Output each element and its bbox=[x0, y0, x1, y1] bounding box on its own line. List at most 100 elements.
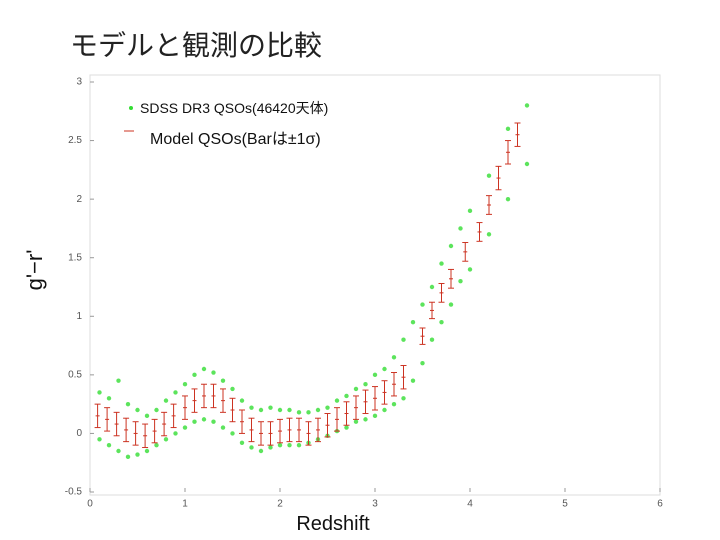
x-tick-label: 4 bbox=[467, 499, 473, 510]
data-point bbox=[201, 366, 207, 372]
data-point bbox=[524, 103, 530, 108]
data-point bbox=[173, 431, 178, 436]
x-tick-label: 1 bbox=[182, 499, 188, 510]
error-bar bbox=[182, 395, 188, 420]
error-bar bbox=[258, 421, 264, 446]
data-point bbox=[277, 407, 283, 413]
data-point bbox=[192, 372, 197, 378]
data-point bbox=[439, 319, 444, 325]
error-bar bbox=[277, 418, 283, 444]
data-point bbox=[458, 226, 463, 231]
y-tick-label: 2.5 bbox=[68, 135, 82, 146]
error-bar bbox=[220, 388, 226, 413]
error-bar bbox=[381, 380, 388, 405]
data-point bbox=[135, 452, 140, 457]
data-point bbox=[325, 405, 330, 410]
legend-label: Model QSOs(Barは±1σ) bbox=[150, 131, 321, 148]
data-point bbox=[420, 360, 425, 366]
error-bar bbox=[267, 421, 274, 446]
error-bar bbox=[113, 411, 120, 437]
error-bar bbox=[448, 268, 454, 289]
error-bar bbox=[372, 386, 378, 411]
error-bar bbox=[476, 222, 483, 242]
error-bar bbox=[170, 403, 177, 429]
x-axis-label: Redshift bbox=[296, 513, 370, 535]
data-point bbox=[106, 396, 112, 401]
data-point bbox=[154, 442, 159, 448]
data-point bbox=[163, 437, 169, 442]
error-bar bbox=[142, 423, 149, 448]
data-point bbox=[220, 425, 226, 430]
error-bar bbox=[391, 372, 397, 397]
data-point bbox=[448, 243, 454, 249]
data-point bbox=[296, 410, 302, 415]
error-bar bbox=[94, 403, 101, 429]
x-tick-label: 2 bbox=[277, 499, 283, 510]
y-tick-label: 0 bbox=[76, 428, 82, 439]
data-point bbox=[249, 405, 254, 410]
error-bar bbox=[286, 417, 293, 443]
data-point bbox=[505, 126, 511, 132]
data-point bbox=[315, 407, 321, 413]
data-point bbox=[448, 302, 454, 307]
error-bar bbox=[229, 397, 236, 423]
data-point bbox=[125, 454, 131, 460]
legend-marker bbox=[129, 106, 133, 110]
error-bar bbox=[324, 413, 331, 438]
data-point bbox=[306, 410, 311, 415]
data-point bbox=[258, 407, 264, 413]
data-point bbox=[125, 401, 131, 407]
error-bar bbox=[419, 327, 426, 345]
data-point bbox=[97, 437, 102, 442]
data-point bbox=[353, 419, 359, 424]
data-point bbox=[192, 419, 197, 424]
error-bar bbox=[104, 407, 111, 432]
data-point bbox=[268, 445, 273, 450]
error-bar bbox=[438, 282, 445, 303]
error-bar bbox=[315, 417, 321, 443]
slide-title: モデルと観測の比較 bbox=[70, 29, 322, 62]
data-point bbox=[239, 398, 245, 403]
error-bar bbox=[334, 407, 340, 432]
data-point bbox=[344, 393, 349, 399]
error-bar bbox=[132, 421, 139, 446]
y-tick-label: 0.5 bbox=[68, 369, 82, 380]
error-bar bbox=[201, 383, 207, 409]
error-bar bbox=[305, 421, 312, 446]
data-point bbox=[410, 378, 416, 383]
data-point bbox=[116, 448, 121, 454]
x-tick-label: 6 bbox=[657, 499, 663, 510]
data-point bbox=[429, 337, 435, 342]
data-point bbox=[182, 382, 188, 387]
data-point bbox=[144, 448, 150, 454]
error-bar bbox=[151, 418, 158, 444]
data-point bbox=[201, 417, 207, 422]
error-bar bbox=[362, 389, 369, 415]
plot-frame bbox=[89, 74, 661, 496]
data-point bbox=[211, 370, 216, 375]
error-bar bbox=[210, 383, 217, 409]
data-point bbox=[382, 366, 387, 372]
x-tick-label: 0 bbox=[87, 499, 93, 510]
error-bar bbox=[486, 195, 492, 215]
data-point bbox=[211, 419, 216, 424]
data-point bbox=[486, 173, 492, 178]
data-point bbox=[135, 407, 140, 413]
error-bar bbox=[400, 364, 407, 390]
data-point bbox=[344, 425, 349, 430]
y-tick-label: 3 bbox=[76, 77, 82, 88]
error-bar bbox=[429, 301, 435, 320]
error-bar bbox=[495, 165, 502, 191]
data-point bbox=[163, 398, 169, 403]
error-bar bbox=[296, 417, 302, 443]
error-bar bbox=[462, 241, 469, 262]
data-point bbox=[363, 382, 368, 387]
data-point bbox=[382, 407, 387, 413]
data-point bbox=[429, 284, 435, 290]
error-bar bbox=[123, 417, 130, 443]
error-bar bbox=[161, 411, 168, 437]
x-tick-label: 5 bbox=[562, 499, 568, 510]
y-tick-label: -0.5 bbox=[65, 487, 83, 498]
